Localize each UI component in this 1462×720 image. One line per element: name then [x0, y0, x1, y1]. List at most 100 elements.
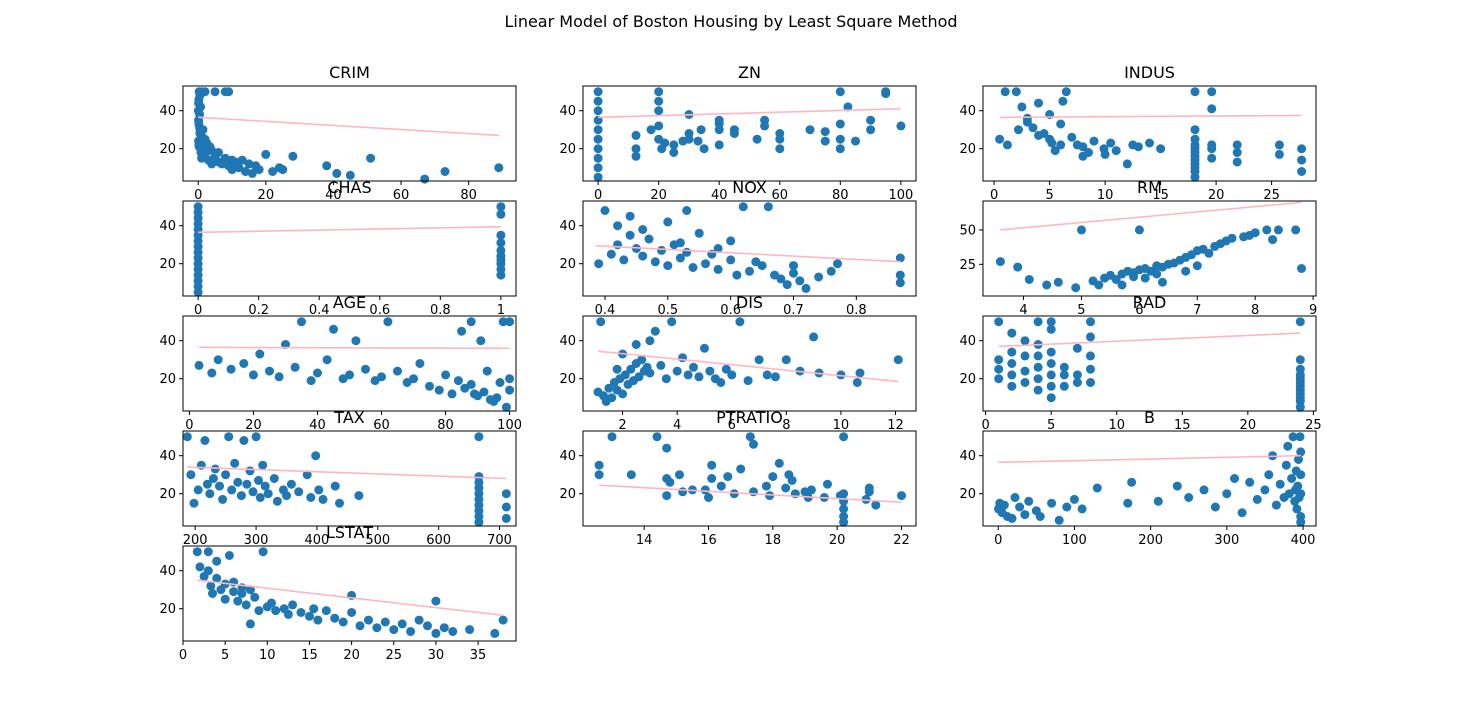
- subplot-title: PTRATIO: [716, 408, 783, 427]
- subplot-title: NOX: [732, 178, 767, 197]
- data-point: [448, 627, 458, 636]
- data-point: [749, 487, 758, 497]
- data-point: [612, 364, 622, 374]
- x-tick-label: 10: [259, 648, 276, 663]
- y-tick-label: 20: [159, 487, 176, 502]
- axes-frame: [582, 200, 917, 297]
- points-chas: [193, 202, 506, 297]
- data-point: [1086, 317, 1095, 327]
- x-tick-label: 400: [305, 533, 330, 548]
- x-tick-label: 0.4: [309, 303, 330, 318]
- points-indus: [995, 87, 1307, 182]
- data-point: [657, 245, 666, 255]
- data-point: [1281, 460, 1291, 470]
- data-point: [694, 228, 704, 238]
- x-tick-label: 20: [1208, 188, 1225, 203]
- data-point: [631, 151, 641, 161]
- x-tick-label: 8: [1251, 303, 1259, 318]
- data-point: [707, 460, 717, 470]
- data-point: [1047, 498, 1057, 508]
- data-point: [494, 163, 504, 173]
- data-point: [248, 370, 258, 380]
- data-point: [278, 165, 288, 175]
- axes-frame: [582, 430, 917, 527]
- data-point: [466, 317, 476, 327]
- data-point: [268, 167, 278, 176]
- data-point: [999, 500, 1009, 510]
- y-tick-label: 40: [559, 449, 576, 464]
- data-point: [1207, 87, 1217, 97]
- data-point: [699, 144, 709, 154]
- data-point: [700, 343, 709, 353]
- points-crim: [193, 87, 504, 184]
- x-tick-label: 10: [1097, 188, 1114, 203]
- x-tick-label: 25: [385, 648, 402, 663]
- data-point: [607, 393, 617, 403]
- data-point: [656, 360, 666, 370]
- data-point: [1035, 512, 1045, 521]
- data-point: [1127, 477, 1137, 487]
- data-point: [1275, 479, 1285, 489]
- data-point: [302, 470, 312, 480]
- data-point: [665, 477, 675, 487]
- points-nox: [594, 202, 905, 293]
- data-point: [212, 573, 222, 583]
- x-tick-label: 10: [833, 418, 850, 433]
- x-tick-label: 0.5: [657, 303, 678, 318]
- data-point: [654, 121, 664, 131]
- fit-line-rm: [1000, 201, 1302, 231]
- data-point: [654, 106, 664, 116]
- data-point: [198, 125, 208, 135]
- data-point: [193, 485, 203, 495]
- x-tick-label: 0.8: [846, 303, 867, 318]
- x-tick-label: 0.6: [369, 303, 390, 318]
- data-point: [1207, 153, 1217, 163]
- axes-frame: [582, 315, 917, 412]
- data-point: [626, 364, 636, 374]
- x-tick-label: 0.2: [248, 303, 269, 318]
- data-point: [501, 513, 511, 523]
- x-tick-label: 0: [185, 418, 193, 433]
- data-point: [593, 96, 603, 106]
- y-tick-label: 40: [959, 104, 976, 119]
- data-point: [245, 585, 255, 595]
- data-point: [1190, 134, 1200, 144]
- points-zn: [593, 87, 906, 182]
- data-point: [255, 493, 265, 502]
- data-point: [351, 336, 361, 346]
- data-point: [795, 276, 805, 286]
- data-point: [625, 230, 635, 240]
- subplot-zn: 0 20 40 60 80 100 20 40 ZN: [559, 63, 917, 203]
- x-tick-label: 0.8: [430, 303, 451, 318]
- data-point: [208, 589, 217, 598]
- data-point: [505, 385, 515, 395]
- axes-frame: [182, 85, 517, 182]
- data-point: [727, 370, 737, 380]
- data-point: [229, 587, 239, 597]
- data-point: [705, 366, 715, 376]
- data-point: [1222, 489, 1232, 499]
- data-point: [380, 617, 390, 627]
- data-point: [631, 130, 641, 140]
- data-point: [254, 165, 264, 175]
- data-point: [631, 144, 641, 154]
- data-point: [1172, 481, 1182, 491]
- x-tick-label: 80: [832, 188, 849, 203]
- data-point: [604, 383, 614, 393]
- y-tick-label: 20: [559, 372, 576, 387]
- data-point: [820, 127, 830, 137]
- data-point: [1033, 317, 1043, 327]
- data-point: [1192, 261, 1202, 271]
- data-point: [415, 359, 425, 368]
- data-point: [893, 355, 903, 365]
- data-point: [297, 317, 306, 327]
- data-point: [619, 255, 629, 265]
- data-point: [355, 621, 365, 631]
- data-point: [364, 615, 373, 625]
- data-point: [851, 136, 860, 146]
- data-point: [1042, 280, 1052, 290]
- data-point: [1111, 275, 1121, 284]
- data-point: [995, 134, 1005, 144]
- y-tick-label: 40: [559, 104, 576, 119]
- data-point: [700, 485, 710, 495]
